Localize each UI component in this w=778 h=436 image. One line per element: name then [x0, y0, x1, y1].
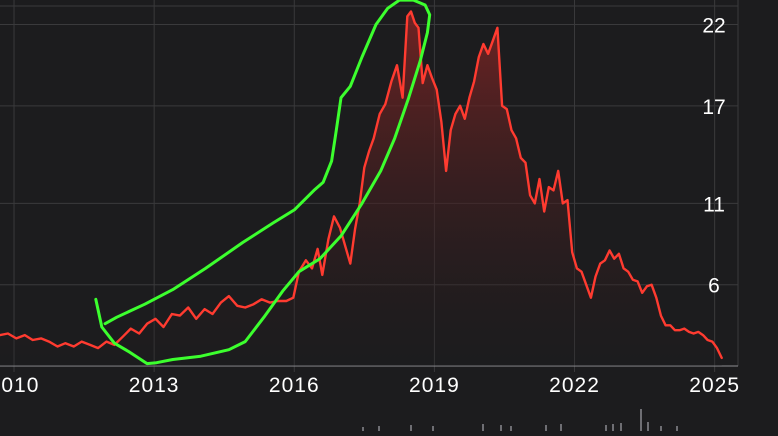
series-path: [0, 10, 723, 360]
y-tick-label: 11: [703, 193, 725, 216]
volume-bar: [647, 422, 649, 431]
volume-bar: [410, 425, 412, 431]
annotation-layer: [94, 0, 432, 366]
volume-bar: [362, 427, 364, 431]
volume-strip: [362, 409, 678, 431]
volume-bar: [640, 409, 642, 431]
volume-bar: [432, 426, 434, 431]
series-area: [0, 11, 722, 366]
volume-bar: [510, 426, 512, 431]
x-tick-label: 2019: [409, 374, 460, 397]
volume-bar: [482, 424, 484, 431]
volume-bar: [605, 425, 607, 431]
volume-bar: [620, 423, 622, 431]
y-tick-label: 17: [702, 96, 725, 119]
volume-bar: [560, 424, 562, 431]
x-tick-label: 2016: [269, 374, 320, 397]
volume-bar: [378, 426, 380, 431]
volume-bar: [545, 425, 547, 431]
hand-drawn-annotation: [94, 0, 432, 366]
series-line: [0, 10, 723, 360]
y-tick-label: 6: [708, 275, 720, 298]
x-tick-label: 2013: [129, 374, 180, 397]
volume-bar: [676, 426, 678, 431]
volume-bar: [660, 426, 662, 431]
y-tick-label: 22: [702, 15, 725, 38]
area-fill: [0, 11, 722, 366]
y-axis-ticks: 6 11 17 22: [702, 15, 725, 298]
x-tick-label: 2022: [549, 374, 600, 397]
volume-bar: [500, 425, 502, 431]
x-tick-label: 2025: [689, 374, 740, 397]
volume-bar: [612, 424, 614, 431]
